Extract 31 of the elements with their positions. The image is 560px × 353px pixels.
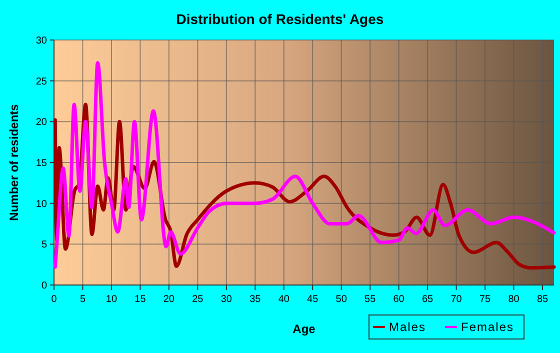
chart-title: Distribution of Residents' Ages xyxy=(176,11,384,27)
x-tick-label: 45 xyxy=(307,294,319,305)
x-tick-label: 20 xyxy=(163,294,175,305)
x-tick-label: 35 xyxy=(250,294,262,305)
legend-label: Females xyxy=(461,320,514,334)
x-tick-label: 50 xyxy=(336,294,348,305)
x-tick-label: 0 xyxy=(51,294,58,305)
line-series xyxy=(53,61,556,269)
x-tick-label: 60 xyxy=(393,294,405,305)
legend-label: Males xyxy=(389,320,426,334)
y-tick-label: 0 xyxy=(41,280,48,292)
y-axis-title: Number of residents xyxy=(7,104,21,221)
x-tick-label: 25 xyxy=(192,294,204,305)
x-tick-label: 80 xyxy=(508,294,520,305)
x-tick-label: 5 xyxy=(80,294,86,305)
x-tick-label: 55 xyxy=(364,294,376,305)
x-tick-label: 70 xyxy=(450,294,462,305)
y-tick-label: 5 xyxy=(41,240,48,251)
y-tick-label: 30 xyxy=(36,36,48,46)
x-tick-label: 10 xyxy=(106,294,118,305)
y-tick-label: 10 xyxy=(36,198,48,210)
x-tick-label: 75 xyxy=(479,294,492,305)
x-axis-title: Age xyxy=(292,322,316,336)
x-tick-label: 85 xyxy=(536,294,549,305)
y-tick-label: 20 xyxy=(36,117,48,128)
x-tick-label: 40 xyxy=(278,294,290,305)
y-tick-label: 25 xyxy=(36,76,48,88)
y-tick-label: 15 xyxy=(36,158,48,169)
x-tick-label: 30 xyxy=(220,294,232,305)
x-tick-label: 65 xyxy=(422,294,434,305)
x-tick-label: 15 xyxy=(134,294,146,305)
